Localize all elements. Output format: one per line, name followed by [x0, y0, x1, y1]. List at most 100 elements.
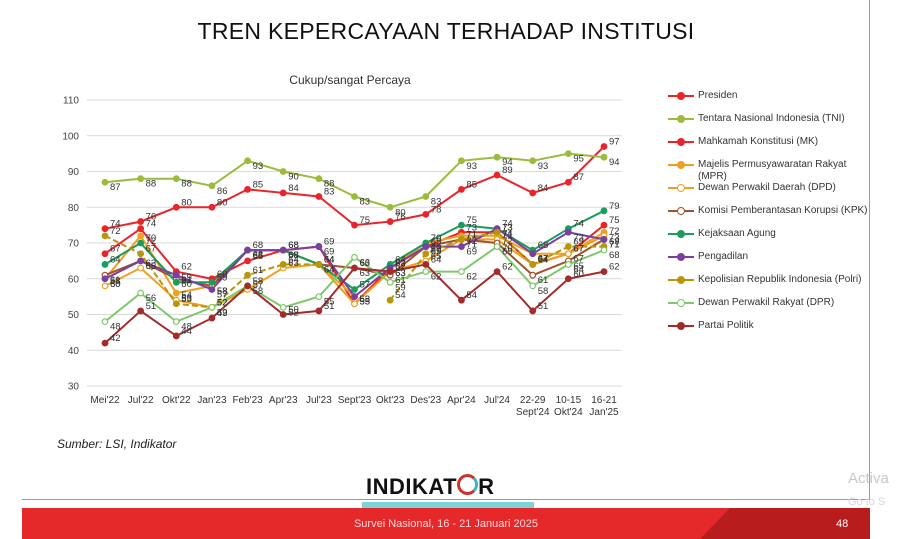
data-point [493, 243, 501, 250]
data-point [386, 268, 394, 276]
data-label: 60 [110, 279, 121, 290]
data-label: 53 [181, 294, 192, 305]
data-label: 69 [431, 247, 442, 258]
data-point [351, 264, 358, 272]
data-point [137, 218, 145, 225]
data-point [101, 282, 109, 290]
x-tick-label: 22-29 [520, 395, 546, 406]
x-tick-label: Okt'24 [554, 407, 583, 418]
data-label: 64 [324, 254, 335, 265]
data-label: 95 [573, 154, 584, 165]
legend-marker [677, 299, 685, 307]
legend-item: Pengadilan [668, 251, 868, 274]
data-label: 60 [110, 279, 121, 290]
data-point [458, 221, 465, 229]
data-label: 53 [360, 294, 371, 305]
y-tick-label: 80 [68, 203, 80, 214]
y-tick-label: 60 [68, 274, 80, 285]
legend-marker [677, 322, 685, 330]
data-label: 58 [253, 276, 264, 287]
data-label: 64 [431, 254, 442, 265]
legend-marker [677, 276, 685, 284]
x-tick-label: Apr'23 [269, 395, 298, 406]
data-label: 57 [360, 279, 371, 290]
data-point [244, 157, 251, 165]
data-point [172, 278, 180, 286]
data-label: 67 [573, 254, 584, 265]
data-label: 89 [502, 165, 513, 176]
data-label: 75 [466, 215, 477, 226]
legend-item: Tentara Nasional Indonesia (TNI) [668, 113, 868, 136]
data-label: 90 [288, 172, 299, 183]
data-label: 65 [431, 251, 442, 262]
legend-label: Kepolisian Republik Indonesia (Polri) [698, 274, 862, 285]
data-label: 69 [324, 237, 335, 248]
data-point [493, 228, 501, 236]
data-point [564, 228, 572, 236]
data-label: 63 [395, 268, 406, 279]
data-label: 60 [573, 269, 584, 280]
data-point [351, 293, 358, 301]
data-point [600, 268, 608, 276]
source-note: Sumber: LSI, Indikator [57, 437, 177, 451]
data-label: 51 [324, 301, 335, 312]
legend-marker [677, 184, 685, 192]
data-label: 83 [324, 187, 335, 198]
data-point [137, 307, 145, 315]
data-label: 67 [573, 244, 584, 255]
data-point [208, 182, 216, 190]
data-point [529, 250, 537, 258]
data-label: 74 [502, 229, 513, 240]
data-point [529, 189, 537, 197]
data-label: 72 [110, 226, 121, 237]
data-point [422, 210, 430, 218]
logo-text-left: INDIKAT [366, 474, 458, 499]
data-point [137, 264, 145, 272]
data-point [315, 243, 323, 250]
data-label: 66 [360, 257, 371, 268]
data-label: 75 [360, 215, 371, 226]
data-point [208, 286, 216, 293]
data-label: 88 [146, 179, 157, 190]
x-tick-label: Jan'25 [589, 407, 619, 418]
data-point [458, 296, 465, 304]
data-label: 78 [431, 204, 442, 215]
data-label: 65 [573, 261, 584, 272]
data-label: 62 [466, 272, 477, 283]
data-label: 69 [609, 237, 620, 248]
data-label: 85 [253, 179, 264, 190]
data-label: 57 [217, 289, 228, 300]
data-point [422, 268, 430, 276]
data-label: 72 [146, 236, 157, 247]
legend-item: Komisi Pemberantasan Korupsi (KPK) [668, 205, 868, 228]
data-label: 58 [110, 276, 121, 287]
data-label: 67 [538, 254, 549, 265]
legend-item: Majelis Permusyawaratan Rakyat (MPR) [668, 159, 868, 182]
data-point [315, 261, 323, 268]
legend-label: Tentara Nasional Indonesia (TNI) [698, 113, 845, 124]
data-point [101, 178, 109, 186]
data-point [137, 289, 145, 297]
data-label: 67 [431, 244, 442, 255]
data-label: 86 [217, 186, 228, 197]
data-point [172, 318, 180, 326]
data-point [422, 193, 430, 200]
legend-label: Partai Politik [698, 320, 754, 331]
data-label: 71 [466, 239, 477, 250]
data-label: 79 [609, 201, 620, 212]
data-point [458, 268, 465, 276]
data-label: 63 [288, 258, 299, 269]
indikator-logo: INDIKAT R [366, 474, 494, 500]
data-label: 48 [110, 322, 121, 333]
data-label: 58 [253, 286, 264, 297]
data-point [351, 300, 358, 308]
y-tick-label: 100 [62, 131, 79, 142]
y-tick-label: 40 [68, 346, 80, 357]
x-tick-label: Mei'22 [90, 395, 120, 406]
data-label: 64 [538, 254, 549, 265]
data-label: 50 [288, 305, 299, 316]
data-label: 85 [466, 179, 477, 190]
data-point [351, 193, 358, 200]
data-label: 58 [538, 286, 549, 297]
